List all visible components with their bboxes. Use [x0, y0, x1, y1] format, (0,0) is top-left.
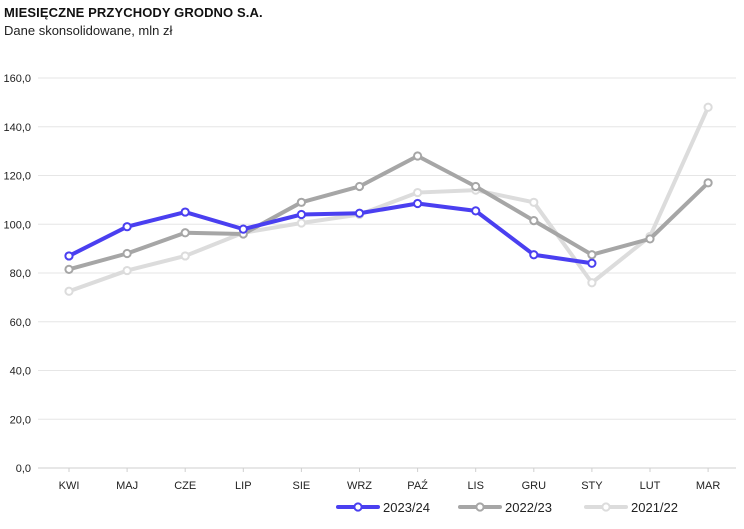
data-point [472, 207, 479, 214]
data-point [356, 210, 363, 217]
legend-label: 2022/23 [505, 500, 552, 515]
legend-marker [602, 503, 609, 510]
data-point [182, 229, 189, 236]
line-chart: 0,020,040,060,080,0100,0120,0140,0160,0 … [0, 0, 744, 529]
x-tick-label: KWI [59, 480, 80, 492]
data-point [588, 251, 595, 258]
data-point [182, 252, 189, 259]
data-point [705, 104, 712, 111]
x-tick-label: PAŹ [407, 479, 428, 492]
legend-marker [476, 503, 483, 510]
y-tick-label: 120,0 [3, 171, 31, 183]
series-2021-22 [65, 104, 711, 295]
x-axis: KWI MAJ CZE LIP SIE WRZ PAŹ LIS GRU STY LUT MAR [59, 468, 721, 492]
x-tick-label: MAR [696, 480, 721, 492]
data-point [588, 279, 595, 286]
data-point [124, 250, 131, 257]
y-tick-label: 0,0 [16, 463, 31, 475]
y-tick-label: 60,0 [10, 317, 31, 329]
legend-item-2022-23: 2022/23 [460, 500, 552, 515]
data-point [356, 183, 363, 190]
data-point [530, 251, 537, 258]
y-tick-label: 100,0 [3, 219, 31, 231]
x-tick-label: CZE [174, 480, 196, 492]
legend-item-2023-24: 2023/24 [338, 500, 430, 515]
data-point [705, 179, 712, 186]
legend-item-2021-22: 2021/22 [586, 500, 678, 515]
legend-marker [354, 503, 361, 510]
data-point [472, 183, 479, 190]
series-line-2023-24 [69, 204, 592, 264]
data-point [124, 267, 131, 274]
data-point [530, 217, 537, 224]
data-point [414, 200, 421, 207]
x-tick-label: WRZ [347, 480, 372, 492]
data-point [240, 226, 247, 233]
data-point [414, 152, 421, 159]
data-point [414, 189, 421, 196]
y-tick-label: 80,0 [10, 268, 31, 280]
data-point [65, 252, 72, 259]
data-point [124, 223, 131, 230]
x-tick-label: SIE [293, 480, 311, 492]
data-point [646, 235, 653, 242]
data-point [298, 211, 305, 218]
data-point [588, 260, 595, 267]
data-point [65, 266, 72, 273]
y-axis: 0,0 20,0 40,0 60,0 80,0 100,0 120,0 140,0 160,0 [3, 73, 31, 475]
x-tick-label: LUT [640, 480, 661, 492]
x-tick-label: STY [581, 480, 603, 492]
data-point [65, 288, 72, 295]
x-tick-label: GRU [522, 480, 547, 492]
data-point [298, 219, 305, 226]
data-point [298, 199, 305, 206]
legend-label: 2023/24 [383, 500, 430, 515]
series-group [65, 104, 711, 295]
y-tick-label: 140,0 [3, 122, 31, 134]
y-tick-label: 40,0 [10, 366, 31, 378]
series-line-2022-23 [69, 156, 708, 269]
legend-label: 2021/22 [631, 500, 678, 515]
grid-lines [38, 78, 736, 468]
y-tick-label: 20,0 [10, 414, 31, 426]
y-tick-label: 160,0 [3, 73, 31, 85]
x-tick-label: MAJ [116, 480, 138, 492]
data-point [182, 208, 189, 215]
x-tick-label: LIP [235, 480, 252, 492]
data-point [530, 199, 537, 206]
series-2022-23 [65, 152, 711, 273]
series-line-2021-22 [69, 107, 708, 291]
x-tick-label: LIS [467, 480, 484, 492]
legend: 2023/24 2022/23 2021/22 [338, 500, 678, 515]
